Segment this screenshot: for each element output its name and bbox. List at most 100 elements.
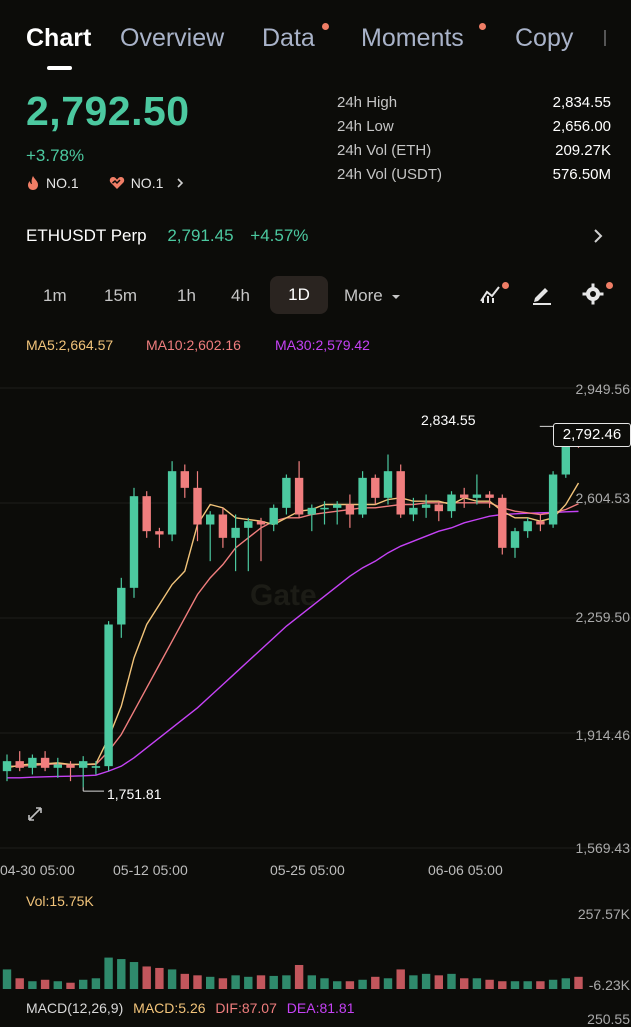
last-price-tag: 2,792.46 [553,423,631,447]
candle [15,751,24,772]
candle [244,517,253,572]
volume-bar [536,981,545,989]
volume-label: Vol:15.75K [26,893,94,909]
candle [510,527,520,558]
tab-copy[interactable]: Copy [515,24,574,52]
perp-name: ETHUSDT Perp [26,226,147,245]
x-tick-label: 06-06 05:00 [428,862,503,878]
volume-y-tick: 257.57K [577,906,630,922]
perp-contract-row[interactable]: ETHUSDT Perp 2,791.45 +4.57% [26,226,308,246]
volume-bar [129,962,139,989]
candle [485,491,494,508]
rank-badges[interactable]: NO.1 NO.1 [26,175,187,191]
tab-overview[interactable]: Overview [120,24,225,52]
tab-moments-notification-dot [479,23,486,30]
candle [383,454,393,505]
candle [206,511,215,562]
tab-moments[interactable]: Moments [361,24,464,52]
volume-bar [155,967,164,989]
candle [371,474,380,505]
ma30-label: MA30:2,579.42 [275,337,370,353]
candle [536,514,545,532]
heart-trend-icon [109,176,124,189]
volume-bar [485,979,494,989]
candle [358,471,367,518]
candle [180,464,189,498]
tab-data[interactable]: Data [262,24,315,52]
volume-bar [79,979,88,989]
draw-pencil-icon[interactable] [531,283,553,305]
tab-chart[interactable]: Chart [26,24,92,52]
y-tick-label: 2,949.56 [575,381,631,397]
volume-bar [117,959,126,989]
candle [129,487,139,598]
ma30-line [7,510,579,779]
volume-bar [561,978,570,989]
low-price-label: 1,751.81 [107,786,162,802]
high-price-label: 2,834.55 [421,412,476,428]
volume-bar [523,981,532,989]
settings-notification-dot [606,282,613,289]
candle [472,474,482,505]
volume-chart[interactable] [0,905,631,995]
indicator-chart-icon[interactable] [479,283,503,305]
volume-bar [15,978,24,989]
stat-value: 209.27K [555,142,611,159]
volume-bar [2,969,12,989]
dea-value: DEA:81.81 [286,1000,355,1016]
interval-1m[interactable]: 1m [43,286,67,305]
candle [40,751,50,772]
stat-label: 24h Vol (USDT) [337,166,443,183]
candle [498,494,507,555]
x-tick-label: 05-25 05:00 [270,862,345,878]
rank-hot-label: NO.1 [46,175,79,191]
interval-15m[interactable]: 15m [104,286,138,305]
y-tick-label: 2,604.53 [575,490,631,506]
tab-overflow-divider [604,30,606,46]
interval-1d[interactable]: 1D [270,276,328,314]
stat-24h-vol-usdt: 24h Vol (USDT) 576.50M [337,166,611,190]
candle [66,761,75,782]
candle [91,761,101,775]
candle [345,494,355,528]
volume-bar [320,978,329,989]
volume-bar [345,981,355,989]
candle [333,501,342,525]
candle [117,577,126,638]
interval-4h[interactable]: 4h [231,286,250,305]
candle [282,474,291,515]
stat-value: 576.50M [552,166,611,183]
candle [523,517,532,538]
chevron-right-icon[interactable] [590,227,606,245]
macd-y-tick: 250.55 [587,1011,630,1027]
chevron-right-icon [177,178,184,188]
price-change-percent: +3.78% [26,146,85,165]
perp-change: +4.57% [250,226,309,245]
volume-bar [142,966,151,989]
candle [142,491,151,538]
interval-1h[interactable]: 1h [177,286,196,305]
candle [28,754,37,775]
volume-bar [396,969,405,989]
volume-bar [180,973,189,989]
candle [256,517,266,562]
x-tick-label: 04-30 05:00 [0,862,75,878]
expand-arrows-icon[interactable] [27,806,43,822]
volume-bar [40,979,50,989]
volume-bar [510,981,520,989]
volume-bar [383,978,393,989]
volume-bar [472,978,482,989]
interval-selector: 1m 15m 1h 4h 1D More [0,276,631,314]
interval-more-dropdown[interactable]: More [344,286,401,306]
y-tick-label: 2,259.50 [575,609,631,625]
volume-bar [244,976,253,989]
dif-value: DIF:87.07 [215,1000,277,1016]
candle [396,464,405,518]
ma5-label: MA5:2,664.57 [26,337,114,353]
candlestick-chart[interactable]: Gate [0,360,631,860]
y-tick-label: 1,914.46 [575,727,631,743]
volume-bar [333,981,342,989]
candle [2,754,12,782]
volume-bar [193,975,202,989]
settings-gear-icon[interactable] [582,283,604,305]
